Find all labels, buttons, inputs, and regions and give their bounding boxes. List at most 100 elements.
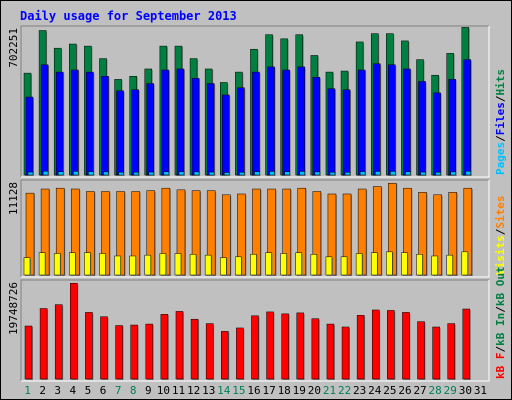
bar-visits-day-6	[99, 253, 106, 276]
x-tick-day-6: 6	[100, 384, 107, 397]
legend-label-bottom: kB F/kB In/kB Out	[494, 266, 507, 379]
x-tick-day-18: 18	[278, 384, 291, 397]
bar-files-day-27	[418, 81, 426, 176]
bar-pages-day-20	[314, 171, 321, 176]
bar-pages-day-26	[405, 171, 411, 176]
bar-kb-day-21	[326, 323, 335, 380]
bar-pages-day-21	[329, 172, 336, 176]
x-tick-day-14: 14	[217, 384, 231, 397]
bar-files-day-1	[25, 96, 34, 176]
bar-pages-day-28	[435, 172, 441, 176]
bar-files-day-22	[342, 89, 351, 176]
legend-part-bottom-1: /	[494, 346, 507, 353]
bar-visits-day-17	[265, 252, 272, 276]
legend-part-bottom-4: kB Out	[494, 266, 507, 306]
x-tick-day-12: 12	[187, 384, 200, 397]
legend-part-middle-2: Sites	[494, 196, 507, 229]
bar-visits-day-16	[250, 254, 257, 276]
bar-pages-day-4	[73, 171, 79, 176]
bar-files-day-5	[86, 71, 94, 176]
x-tick-day-31: 31	[474, 384, 487, 397]
bar-visits-day-10	[159, 253, 167, 276]
bar-files-day-12	[191, 78, 200, 176]
bar-pages-day-25	[390, 171, 396, 176]
x-tick-day-16: 16	[247, 384, 260, 397]
bar-pages-day-15	[239, 172, 245, 176]
x-tick-day-2: 2	[39, 384, 46, 397]
y-max-label-bottom: 19748726	[7, 282, 20, 335]
bar-pages-day-29	[450, 171, 456, 176]
bar-visits-day-1	[23, 257, 31, 276]
bar-visits-day-23	[355, 253, 363, 276]
bar-visits-day-18	[280, 253, 287, 276]
x-tick-day-9: 9	[145, 384, 152, 397]
x-tick-day-17: 17	[262, 384, 275, 397]
x-axis-day-labels: 1 2 3 4 5 6 7 8 9 10 11 12 13 14 15 16 17 18 19 20 21 22 23 24 2…	[24, 384, 487, 397]
bar-visits-day-12	[189, 254, 197, 276]
bar-visits-day-27	[416, 254, 423, 276]
bar-files-day-10	[161, 69, 170, 176]
bar-kb-day-29	[447, 323, 455, 380]
bar-files-day-19	[297, 66, 305, 176]
legend-part-middle-1: /	[494, 228, 507, 235]
bar-files-day-24	[372, 63, 381, 176]
bar-files-day-13	[206, 83, 215, 176]
bar-kb-day-4	[70, 282, 78, 380]
x-tick-day-20: 20	[308, 384, 321, 397]
x-tick-day-5: 5	[85, 384, 92, 397]
x-tick-day-1: 1	[24, 384, 31, 397]
bar-kb-day-15	[236, 327, 244, 380]
bar-kb-day-24	[371, 309, 380, 380]
legend-label-top: Pages/Files/Hits	[494, 69, 507, 175]
bar-pages-day-13	[208, 171, 215, 176]
bar-kb-day-11	[175, 311, 184, 380]
bar-kb-day-30	[462, 308, 471, 380]
bar-kb-day-23	[356, 315, 365, 380]
bar-pages-day-11	[178, 171, 185, 176]
x-tick-day-30: 30	[459, 384, 472, 397]
bar-kb-day-25	[387, 310, 395, 380]
legend-part-bottom-2: kB In	[494, 313, 507, 346]
bar-pages-day-10	[163, 171, 170, 176]
bar-visits-day-30	[461, 251, 469, 276]
bar-visits-day-7	[114, 255, 121, 276]
chart-title: Daily usage for September 2013	[20, 9, 237, 23]
bar-visits-day-26	[401, 252, 408, 276]
bar-kb-day-22	[341, 326, 350, 380]
bar-kb-day-17	[266, 311, 274, 380]
bar-visits-day-24	[370, 252, 378, 276]
x-tick-day-29: 29	[444, 384, 457, 397]
panel-middle: 11128 Visits/Sites	[7, 179, 507, 278]
bar-pages-day-19	[299, 171, 305, 176]
x-tick-day-13: 13	[202, 384, 215, 397]
plot-area-top-bevel-light	[21, 26, 490, 178]
bar-pages-day-22	[344, 172, 351, 176]
bar-kb-day-9	[145, 323, 154, 380]
bar-visits-day-22	[340, 256, 348, 276]
bar-files-day-3	[55, 71, 64, 176]
bar-files-day-29	[448, 79, 456, 176]
plot-area-middle-bevel-dark	[20, 179, 489, 277]
bar-pages-day-1	[27, 171, 34, 176]
bar-pages-day-16	[254, 171, 260, 176]
bar-visits-day-2	[38, 252, 46, 276]
bar-files-day-9	[146, 83, 155, 176]
bar-pages-day-27	[420, 171, 426, 176]
bar-files-day-14	[222, 94, 230, 176]
bar-kb-day-16	[251, 315, 259, 380]
bar-pages-day-7	[118, 172, 124, 176]
legend-part-top-3: /	[494, 95, 507, 102]
bar-visits-day-14	[220, 257, 227, 276]
bar-kb-day-14	[221, 331, 229, 380]
x-tick-day-25: 25	[383, 384, 396, 397]
bar-kb-day-6	[100, 316, 108, 380]
bar-files-day-16	[252, 71, 260, 176]
bar-pages-day-5	[88, 171, 94, 176]
bar-files-day-30	[463, 59, 472, 176]
legend-part-top-1: /	[494, 135, 507, 142]
x-tick-day-15: 15	[232, 384, 245, 397]
bar-kb-day-13	[205, 323, 214, 380]
x-tick-day-23: 23	[353, 384, 366, 397]
bar-files-day-15	[237, 87, 245, 176]
